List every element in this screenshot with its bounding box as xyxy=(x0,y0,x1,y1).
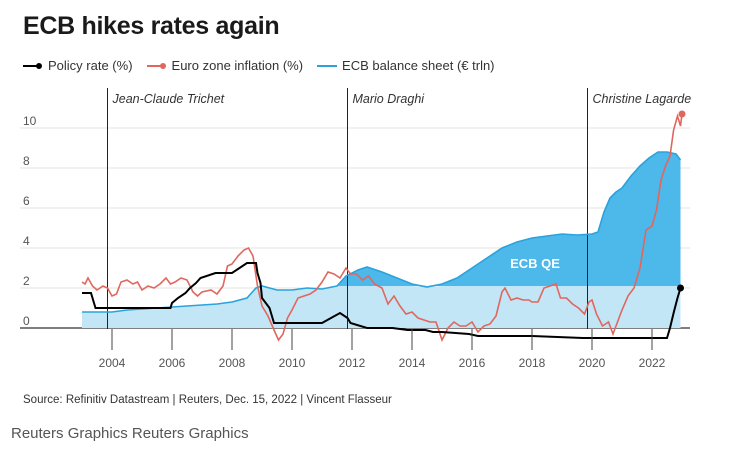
y-tick-label-4: 4 xyxy=(23,234,30,248)
legend-item-balance-sheet: ECB balance sheet (€ trln) xyxy=(317,58,495,73)
footer-credit: Reuters Graphics Reuters Graphics xyxy=(11,425,249,442)
ecb-qe-area xyxy=(82,152,681,286)
legend-swatch-inflation xyxy=(146,62,166,69)
era-label-1: Mario Draghi xyxy=(353,92,426,106)
legend-label-balance-sheet: ECB balance sheet (€ trln) xyxy=(342,58,495,73)
legend-label-inflation: Euro zone inflation (%) xyxy=(171,58,304,73)
x-tick-label-2006: 2006 xyxy=(159,356,186,370)
legend-label-policy: Policy rate (%) xyxy=(48,58,133,73)
era-label-0: Jean-Claude Trichet xyxy=(112,92,225,106)
x-axis: 2004 2006 2008 2010 2012 2014 2016 2018 2020 2022 xyxy=(99,329,666,370)
x-tick-label-2014: 2014 xyxy=(399,356,426,370)
inflation-end-dot xyxy=(678,110,686,118)
y-tick-label-6: 6 xyxy=(23,194,30,208)
ecb-qe-label: ECB QE xyxy=(510,256,560,271)
legend-swatch-policy xyxy=(23,62,42,69)
y-tick-label-10: 10 xyxy=(23,114,37,128)
legend-item-policy: Policy rate (%) xyxy=(23,58,133,73)
balance-sheet-line xyxy=(82,151,682,313)
x-tick-label-2010: 2010 xyxy=(279,356,306,370)
y-axis: 0 2 4 6 8 10 xyxy=(23,114,37,328)
balance-sheet-base-area xyxy=(82,286,681,328)
balance-sheet-areas xyxy=(82,152,681,328)
series-lines xyxy=(81,110,686,343)
inflation-line xyxy=(81,113,683,343)
x-tick-label-2022: 2022 xyxy=(639,356,666,370)
y-tick-label-2: 2 xyxy=(23,274,30,288)
legend-item-inflation: Euro zone inflation (%) xyxy=(146,58,304,73)
policy-rate-line xyxy=(82,262,682,339)
y-tick-label-0: 0 xyxy=(23,314,30,328)
x-tick-label-2018: 2018 xyxy=(519,356,546,370)
x-tick-label-2004: 2004 xyxy=(99,356,126,370)
x-tick-label-2012: 2012 xyxy=(339,356,366,370)
legend-swatch-balance-sheet xyxy=(317,64,338,67)
x-tick-label-2008: 2008 xyxy=(219,356,246,370)
x-tick-label-2016: 2016 xyxy=(459,356,486,370)
chart-title: ECB hikes rates again xyxy=(23,12,280,40)
y-tick-label-8: 8 xyxy=(23,154,30,168)
era-label-2: Christine Lagarde xyxy=(593,92,692,106)
x-tick-label-2020: 2020 xyxy=(579,356,606,370)
source-note: Source: Refinitiv Datastream | Reuters, … xyxy=(23,394,392,406)
policy-rate-end-dot xyxy=(677,284,684,292)
legend: Policy rate (%) Euro zone inflation (%) … xyxy=(23,58,495,73)
